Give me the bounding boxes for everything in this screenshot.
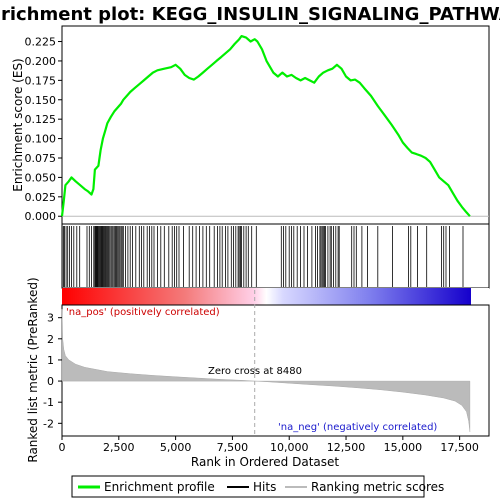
legend-metric-label: Ranking metric scores	[311, 480, 444, 494]
metric-panel: 3 2 1 0 -1 -2 'na_pos' (positively correlated…	[43, 290, 489, 436]
metric-y-axis-label: Ranked list metric (PreRanked)	[26, 277, 40, 462]
x-tick-label: 0	[59, 441, 66, 454]
x-tick-label: 12,500	[327, 441, 366, 454]
legend: Enrichment profile Hits Ranking metric s…	[72, 476, 444, 497]
hits-frame	[62, 224, 489, 288]
metric-tick-label: 3	[47, 312, 54, 325]
es-tick-label: 0.225	[25, 36, 57, 49]
es-tick-label: 0.200	[25, 55, 57, 68]
es-plot-frame	[62, 26, 489, 224]
na-pos-label: 'na_pos' (positively correlated)	[66, 307, 220, 318]
metric-tick-label: 0	[47, 375, 54, 388]
rank-color-bar	[62, 288, 471, 305]
x-tick-label: 17,500	[440, 441, 479, 454]
es-tick-label: 0.075	[25, 152, 57, 165]
x-tick-label: 15,000	[384, 441, 423, 454]
rank-bar-filler	[471, 288, 489, 305]
metric-tick-label: 2	[47, 333, 54, 346]
es-tick-label: 0.150	[25, 94, 57, 107]
x-tick-label: 2,500	[103, 441, 135, 454]
es-panel: 0.000 0.025 0.050 0.075 0.100 0.125 0.150 0.175…	[25, 26, 490, 224]
es-tick-label: 0.025	[25, 191, 57, 204]
es-tick-label: 0.000	[25, 210, 57, 223]
legend-enrichment-label: Enrichment profile	[104, 480, 215, 494]
metric-tick-label: -1	[43, 396, 54, 409]
metric-y-ticks: 3 2 1 0 -1 -2	[43, 312, 62, 431]
chart-title: Enrichment plot: KEGG_INSULIN_SIGNALING_…	[0, 4, 500, 25]
metric-tick-label: -2	[43, 417, 54, 430]
es-y-axis-label: Enrichment score (ES)	[11, 58, 25, 191]
es-tick-label: 0.125	[25, 113, 57, 126]
es-tick-label: 0.050	[25, 171, 57, 184]
es-tick-label: 0.100	[25, 133, 57, 146]
legend-hits-label: Hits	[253, 480, 276, 494]
x-axis-label: Rank in Ordered Dataset	[191, 455, 339, 469]
x-tick-label: 5,000	[160, 441, 192, 454]
hits-panel	[62, 224, 489, 288]
metric-tick-label: 1	[47, 354, 54, 367]
x-axis-ticks: 0 2,500 5,000 7,500 10,000 12,500 15,000 17,500	[59, 436, 479, 454]
es-tick-label: 0.175	[25, 74, 57, 87]
zero-cross-label: Zero cross at 8480	[208, 366, 302, 377]
es-y-ticks: 0.000 0.025 0.050 0.075 0.100 0.125 0.150 0.175…	[25, 36, 63, 224]
x-tick-label: 7,500	[217, 441, 249, 454]
x-tick-label: 10,000	[270, 441, 309, 454]
na-neg-label: 'na_neg' (negatively correlated)	[278, 422, 437, 433]
